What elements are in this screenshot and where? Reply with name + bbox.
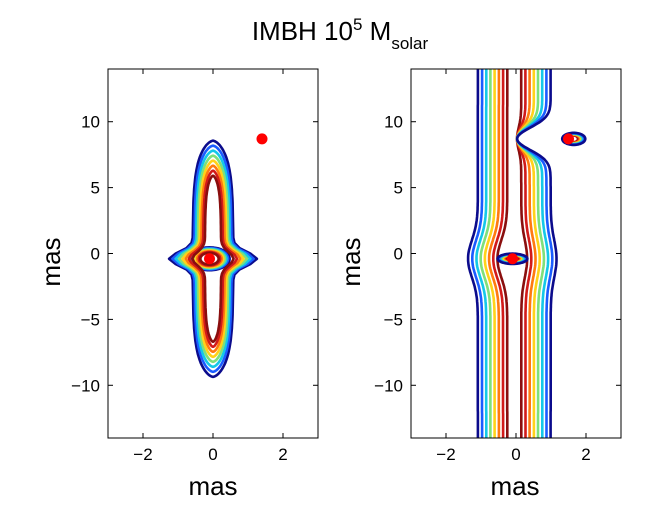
contour-band-left-6 — [492, 69, 505, 438]
x-tick-label: 2 — [278, 445, 287, 464]
contour-group — [466, 69, 587, 438]
y-tick-label: −10 — [71, 376, 100, 395]
x-tick-label: 2 — [581, 445, 590, 464]
source-marker-1 — [507, 253, 518, 265]
left-x-axis-label: mas — [188, 471, 237, 501]
y-tick-label: 5 — [91, 179, 100, 198]
source-marker-0 — [256, 133, 268, 145]
y-tick-label: 10 — [81, 113, 100, 132]
contour-line-0 — [167, 139, 259, 379]
y-tick-label: 0 — [394, 245, 403, 264]
y-tick-label: 10 — [384, 113, 403, 132]
x-tick-label: −2 — [436, 445, 455, 464]
left-y-axis-label: mas — [36, 237, 66, 286]
contour-band-right-0 — [515, 69, 558, 438]
source-marker-1 — [204, 253, 215, 265]
right-x-axis-label: mas — [490, 471, 539, 501]
contour-line-3 — [177, 154, 249, 364]
contour-band-left-0 — [466, 69, 480, 438]
contour-line-6 — [187, 169, 239, 349]
contour-line-4 — [181, 159, 245, 359]
contour-band-left-2 — [475, 69, 488, 438]
y-tick-label: −10 — [374, 376, 403, 395]
contour-band-left-4 — [483, 69, 496, 438]
figure-title: IMBH 105 Msolar — [252, 15, 429, 53]
contour-band-left-7 — [496, 69, 509, 438]
y-tick-label: 0 — [91, 245, 100, 264]
y-tick-label: 5 — [394, 179, 403, 198]
left-contour-panel: −2 0 2 −10 −5 0 5 10 — [71, 68, 319, 464]
contour-line-5 — [184, 164, 242, 354]
contour-line-7 — [191, 174, 235, 344]
contour-line-1 — [171, 144, 255, 374]
y-tick-label: −5 — [81, 310, 100, 329]
contour-ring-7 — [199, 251, 220, 266]
contour-band-left-5 — [487, 69, 501, 438]
contour-small-0 — [560, 131, 587, 147]
contour-group — [167, 139, 259, 379]
contour-line-2 — [174, 149, 252, 369]
contour-band-left-1 — [471, 69, 484, 438]
x-tick-label: 0 — [208, 445, 217, 464]
y-tick-label: −5 — [384, 310, 403, 329]
right-y-axis-label: mas — [336, 237, 366, 286]
x-tick-label: −2 — [133, 445, 152, 464]
x-tick-label: 0 — [511, 445, 520, 464]
source-marker-0 — [563, 133, 574, 145]
contour-band-left-3 — [479, 69, 492, 438]
right-contour-panel: −2 0 2 −10 −5 0 5 10 — [374, 68, 622, 464]
contour-ring-0 — [496, 252, 529, 266]
